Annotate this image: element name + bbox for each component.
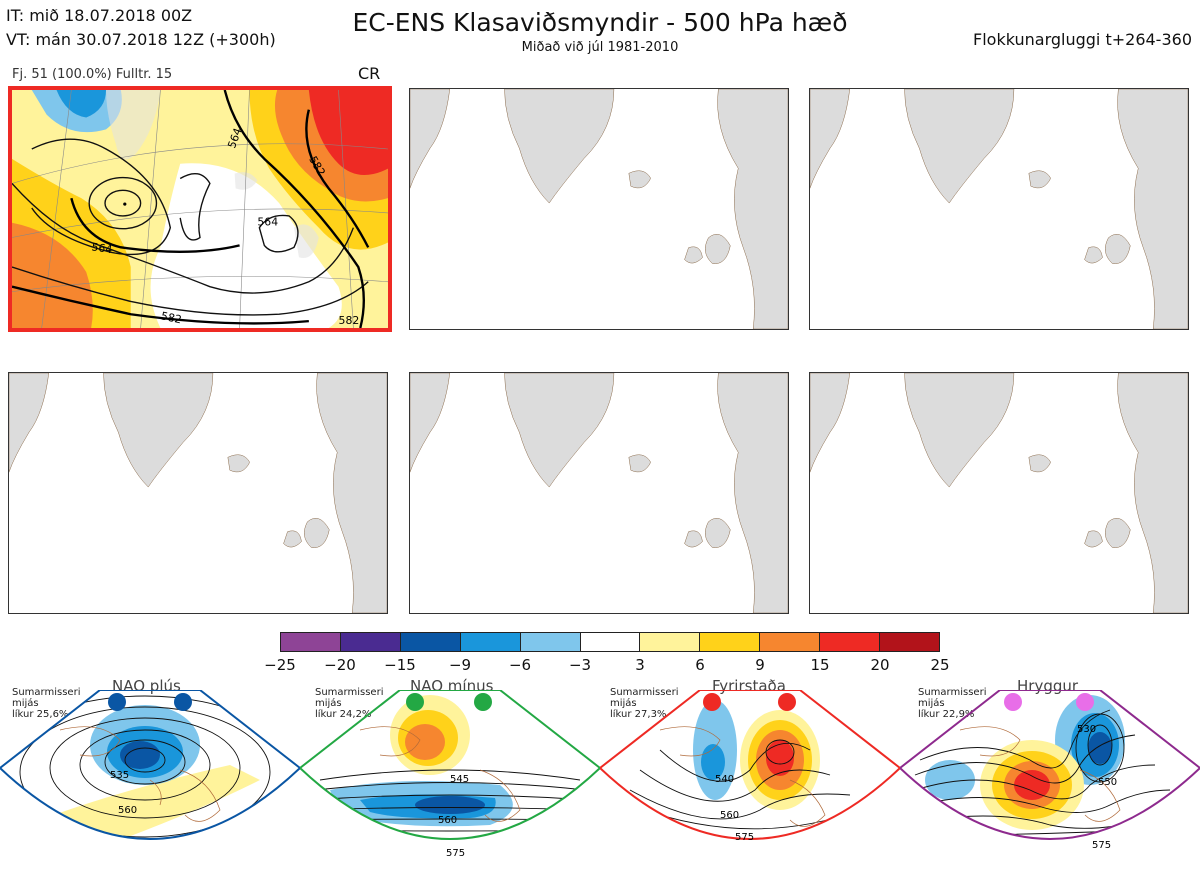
cluster-map-6[interactable] (809, 372, 1189, 614)
colorbar-tick: −20 (324, 656, 356, 674)
colorbar-swatch (700, 633, 761, 651)
regime-season: Sumarmisseri (12, 687, 81, 698)
page-subtitle: Miðað við júl 1981-2010 (521, 40, 679, 55)
contour-label: 560 (118, 805, 137, 816)
contour-label: 560 (438, 815, 457, 826)
contour-label: 582 (339, 314, 360, 327)
colorbar-swatch (640, 633, 701, 651)
base-map-svg (9, 373, 387, 613)
regime-probability: líkur 22,9% (918, 709, 975, 720)
colorbar-tick: −9 (448, 656, 472, 674)
contour-label: 550 (1098, 777, 1117, 788)
contour-label: 535 (110, 770, 129, 781)
regime-probability: líkur 27,3% (610, 709, 667, 720)
regime-season: Sumarmisseri (610, 687, 679, 698)
regime-probability: líkur 25,6% (12, 709, 69, 720)
contour-label: 575 (735, 832, 754, 843)
colorbar-tick: 6 (695, 656, 705, 674)
contour-label: 560 (720, 810, 739, 821)
colorbar-swatch (400, 633, 461, 651)
cluster-map-1[interactable]: 564 564 582 582 564 582 (8, 86, 392, 332)
colorbar-swatch (580, 633, 641, 651)
cluster-map-3[interactable] (809, 88, 1189, 330)
colorbar-tick: 3 (635, 656, 645, 674)
colorbar-tick: −3 (568, 656, 592, 674)
colorbar-tick: 20 (870, 656, 890, 674)
contour-label: 582 (160, 309, 183, 326)
regime-mean: mijás (12, 698, 39, 709)
colorbar-tick: −6 (508, 656, 532, 674)
colorbar-tick: −25 (264, 656, 296, 674)
cluster-map-4[interactable] (8, 372, 388, 614)
cluster-map-2[interactable] (409, 88, 789, 330)
cluster-info: Fj. 51 (100.0%) Fulltr. 15 (12, 67, 173, 82)
contour-label: 575 (1092, 840, 1111, 851)
regime-season: Sumarmisseri (918, 687, 987, 698)
cluster-map-5[interactable] (409, 372, 789, 614)
regime-map-nao-minus[interactable]: 545 560 575 (300, 690, 600, 870)
base-map-svg (810, 373, 1188, 613)
init-time: IT: mið 18.07.2018 00Z (6, 6, 193, 25)
colorbar-swatch (281, 633, 341, 651)
base-map-svg (410, 89, 788, 329)
colorbar-swatch (340, 633, 401, 651)
base-map-svg (810, 89, 1188, 329)
colorbar-tick: −15 (384, 656, 416, 674)
cluster-regime-code: CR (358, 64, 381, 83)
regime-map-ridge[interactable]: 530 550 575 (900, 690, 1200, 870)
colorbar-swatch (760, 633, 821, 651)
base-map-svg (410, 373, 788, 613)
regime-map-blocking[interactable]: 540 560 575 (600, 690, 900, 870)
colorbar-swatch (820, 633, 881, 651)
contour-label: 545 (450, 774, 469, 785)
valid-time: VT: mán 30.07.2018 12Z (+300h) (6, 30, 276, 49)
colorbar-swatch (880, 633, 939, 651)
regime-map-nao-plus[interactable]: 535 560 (0, 690, 300, 870)
contour-label: 564 (91, 240, 113, 256)
contour-label: 530 (1077, 724, 1096, 735)
colorbar-swatch (460, 633, 521, 651)
contour-label: 564 (257, 216, 278, 229)
classification-window: Flokkunargluggi t+264-360 (973, 30, 1192, 49)
contour-label: 540 (715, 774, 734, 785)
colorbar-swatch (520, 633, 581, 651)
page-title: EC-ENS Klasaviðsmyndir - 500 hPa hæð (352, 8, 848, 37)
regime-mean: mijás (315, 698, 342, 709)
cluster-map-1-svg: 564 564 582 582 564 582 (12, 90, 388, 328)
colorbar-tick: 9 (755, 656, 765, 674)
regime-season: Sumarmisseri (315, 687, 384, 698)
regime-mean: mijás (918, 698, 945, 709)
contour-label: 575 (446, 848, 465, 859)
colorbar-tick: 15 (810, 656, 830, 674)
regime-probability: líkur 24,2% (315, 709, 372, 720)
colorbar (280, 632, 940, 652)
colorbar-tick: 25 (930, 656, 950, 674)
regime-mean: mijás (610, 698, 637, 709)
